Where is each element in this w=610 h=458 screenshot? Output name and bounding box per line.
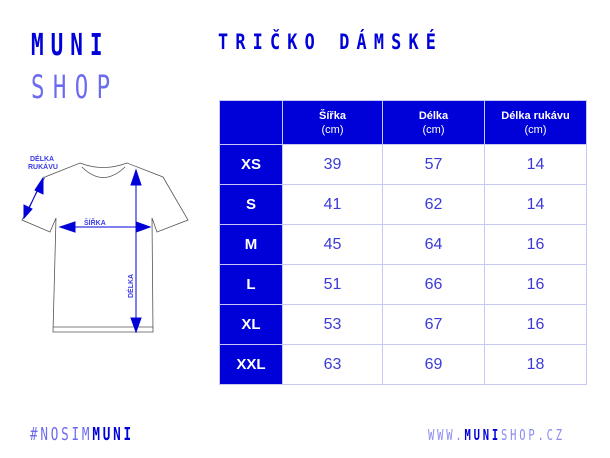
table-row: M 45 64 16 (219, 224, 587, 265)
table-row: L 51 66 16 (219, 264, 587, 305)
value-cell: 41 (282, 184, 383, 225)
table-row: XXL 63 69 18 (219, 344, 587, 385)
size-cell: M (219, 224, 283, 265)
hashtag: #NOSIMMUNI (30, 424, 134, 445)
value-cell: 62 (382, 184, 485, 225)
value-cell: 63 (282, 344, 383, 385)
size-cell: XXL (219, 344, 283, 385)
size-cell: S (219, 184, 283, 225)
header-row: Šířka (cm) Délka (cm) Délka rukávu (cm) (219, 100, 587, 145)
value-cell: 18 (484, 344, 587, 385)
header-sleeve: Délka rukávu (cm) (484, 100, 587, 145)
value-cell: 57 (382, 144, 485, 185)
table-row: XL 53 67 16 (219, 304, 587, 345)
value-cell: 45 (282, 224, 383, 265)
value-cell: 69 (382, 344, 485, 385)
value-cell: 16 (484, 264, 587, 305)
sleeve-label-2: RUKÁVU (28, 162, 58, 171)
size-table: Šířka (cm) Délka (cm) Délka rukávu (cm) XS 3… (219, 100, 587, 385)
value-cell: 16 (484, 224, 587, 265)
header-length: Délka (cm) (382, 100, 485, 145)
sleeve-label: DÉLKA (30, 154, 54, 163)
value-cell: 51 (282, 264, 383, 305)
logo-shop: SHOP (31, 68, 119, 106)
value-cell: 14 (484, 184, 587, 225)
size-cell: XL (219, 304, 283, 345)
value-cell: 66 (382, 264, 485, 305)
value-cell: 16 (484, 304, 587, 345)
width-label: ŠÍŘKA (84, 218, 106, 227)
corner-cell (219, 100, 283, 145)
header-width: Šířka (cm) (282, 100, 383, 145)
table-row: S 41 62 14 (219, 184, 587, 225)
tshirt-diagram: DÉLKA RUKÁVU ŠÍŘKA DÉLKA (21, 154, 189, 334)
logo-muni: MUNI (31, 28, 110, 63)
value-cell: 64 (382, 224, 485, 265)
value-cell: 39 (282, 144, 383, 185)
value-cell: 14 (484, 144, 587, 185)
size-cell: L (219, 264, 283, 305)
value-cell: 53 (282, 304, 383, 345)
page-title: TRIČKO DÁMSKÉ (218, 30, 444, 54)
website-link[interactable]: WWW.MUNISHOP.CZ (428, 426, 565, 444)
value-cell: 67 (382, 304, 485, 345)
length-label: DÉLKA (126, 274, 135, 298)
size-cell: XS (219, 144, 283, 185)
table-row: XS 39 57 14 (219, 144, 587, 185)
